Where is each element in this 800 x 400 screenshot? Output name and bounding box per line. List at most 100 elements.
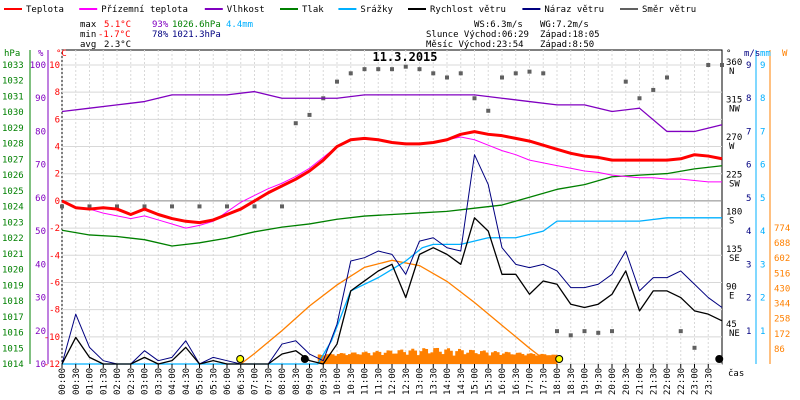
rain-rate-bar [521, 353, 525, 364]
x-tick-label: 22:30 [677, 368, 687, 395]
hpa-tick-label: 1031 [2, 92, 24, 102]
mm-tick-label: 6 [760, 161, 765, 171]
x-tick-label: 21:00 [636, 368, 646, 395]
ms-tick-label: 6 [746, 161, 751, 171]
rain-rate-bar [378, 351, 382, 364]
x-tick-label: 19:30 [594, 368, 604, 395]
series-layer [60, 63, 724, 365]
rain-rate-bar [502, 353, 506, 364]
unit-deg: ° [726, 49, 731, 59]
degc-tick-label: -8 [49, 306, 60, 316]
wind-dir-point [555, 329, 559, 334]
x-tick-label: 02:30 [127, 368, 137, 395]
degc-tick-label: 0 [55, 197, 60, 207]
rain-rate-bar [469, 349, 473, 364]
rain-rate-bar [427, 353, 431, 364]
rain-rate-bar [328, 353, 332, 364]
x-tick-label: 10:30 [347, 368, 357, 395]
unit-mm: mm [760, 49, 771, 59]
rain-rate-bar [386, 350, 390, 364]
rain-rate-bar [438, 351, 442, 364]
ms-tick-label: 9 [746, 61, 751, 71]
stats-wg: WG:7.2m/s [540, 20, 589, 30]
hpa-tick-label: 1030 [2, 108, 24, 118]
axes: 00:00 00:30 01:00 01:30 02:00 02:30 03:00 03:30… [2, 50, 790, 395]
stats-avg-temp: 2.3°C [104, 40, 131, 50]
series-solar [240, 259, 558, 365]
x-tick-label: 18:30 [567, 368, 577, 395]
stats-block: max 5.1°C 93% 1026.6hPa 4.4mm min -1.7°C… [80, 20, 600, 50]
rain-rate-bar [513, 354, 517, 364]
pct-tick-label: 100 [30, 61, 46, 71]
rain-rate-bar [392, 353, 396, 364]
rain-rate-bar [411, 348, 415, 364]
dir-tick-label: 225 [726, 170, 742, 180]
rain-rate-bar [540, 353, 544, 364]
dir-tick-name: SW [729, 179, 740, 189]
x-tick-label: 03:30 [154, 368, 164, 395]
wm2-tick-label: 774 [774, 224, 790, 234]
wind-dir-point [170, 204, 174, 209]
rain-rate-bar [408, 350, 412, 364]
wind-dir-point [307, 112, 312, 117]
rain-rate-bar [425, 349, 429, 364]
x-tick-label: 23:00 [691, 368, 701, 395]
x-tick-label: 04:00 [168, 368, 178, 395]
rain-rate-bar [405, 354, 409, 364]
wind-dir-point [458, 71, 463, 76]
hpa-tick-label: 1027 [2, 155, 24, 165]
x-tick-label: 12:00 [388, 368, 398, 395]
pct-tick-label: 90 [35, 94, 46, 104]
x-tick-label: 11:30 [374, 368, 384, 395]
wind-dir-point [197, 204, 202, 209]
hpa-tick-label: 1032 [2, 77, 24, 87]
stats-max-temp: 5.1°C [104, 20, 131, 30]
unit-wm2: W [782, 49, 788, 59]
rain-rate-bar [515, 352, 519, 364]
wind-dir-point [665, 75, 669, 80]
legend-label: Rychlost větru [430, 5, 506, 15]
rain-rate-bar [449, 350, 453, 364]
x-tick-label: 05:00 [196, 368, 206, 395]
wind-dir-point [252, 204, 257, 209]
wind-dir-point [596, 330, 601, 335]
stats-min-press: 1021.3hPa [172, 30, 221, 40]
hpa-tick-label: 1021 [2, 250, 24, 260]
degc-tick-label: -10 [44, 333, 60, 343]
series-pressure [61, 165, 723, 247]
wind-dir-point [87, 204, 92, 209]
rain-rate-bar [364, 351, 368, 364]
x-tick-label: 00:00 [58, 368, 68, 395]
legend-label: Tlak [302, 5, 324, 15]
wind-dir-point [376, 67, 381, 72]
rain-rate-bar [397, 350, 401, 364]
dir-tick-name: E [729, 292, 734, 302]
rain-rate-bar [430, 352, 434, 364]
series-rain [62, 217, 722, 365]
rain-rate-bar [471, 350, 475, 364]
rain-rate-bar [444, 349, 448, 364]
wm2-tick-label: 688 [774, 239, 790, 249]
wind-dir-point [335, 79, 339, 84]
stats-min-label: min [80, 30, 96, 40]
degc-tick-label: 6 [55, 115, 60, 125]
rain-rate-bar [474, 353, 478, 364]
x-tick-label: 13:00 [416, 368, 426, 395]
x-tick-label: 05:30 [209, 368, 219, 395]
rain-rate-bar [436, 347, 440, 364]
degc-tick-label: 2 [55, 170, 60, 180]
rain-rate-bar [416, 355, 420, 364]
pct-tick-label: 10 [35, 360, 46, 370]
dir-tick-label: 90 [726, 283, 737, 293]
degc-tick-label: 10 [49, 61, 60, 71]
rain-rate-bar [504, 351, 508, 364]
unit-hpa: hPa [4, 49, 20, 59]
stats-max-press: 1026.6hPa [172, 20, 221, 30]
hpa-tick-label: 1026 [2, 171, 24, 181]
x-tick-label: 23:30 [704, 368, 714, 395]
legend-label: Srážky [360, 5, 393, 15]
degc-tick-label: -6 [49, 278, 60, 288]
hpa-tick-label: 1014 [2, 360, 24, 370]
series-humidity [61, 90, 723, 133]
wind-dir-point [60, 204, 64, 209]
